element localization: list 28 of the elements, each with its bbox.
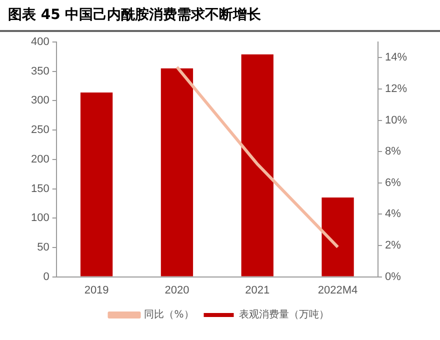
y-tick-label: 100 <box>30 212 50 224</box>
bar <box>160 68 194 276</box>
bar <box>80 92 113 276</box>
y2-tick-label: 4% <box>384 208 402 220</box>
y2-tick-label: 8% <box>384 146 402 158</box>
x-tick-label: 2022M4 <box>318 284 358 296</box>
bar <box>241 54 274 276</box>
y-tick-label: 350 <box>30 65 50 78</box>
y-tick-label: 50 <box>37 241 50 254</box>
y-tick-label: 0 <box>43 270 50 283</box>
y2-tick-label: 0% <box>384 270 402 283</box>
y2-tick-label: 10% <box>384 114 408 126</box>
y-tick-label: 250 <box>30 124 50 136</box>
y-tick-label: 150 <box>30 182 50 195</box>
y-tick-label: 200 <box>30 153 50 166</box>
chart-title: 图表 45 中国己内酰胺消费需求不断增长 <box>0 0 440 32</box>
legend-label: 表观消费量（万吨） <box>238 308 329 321</box>
bar <box>322 198 354 276</box>
x-tick-label: 2020 <box>164 284 190 296</box>
x-tick-label: 2021 <box>245 284 270 296</box>
legend-label: 同比（%） <box>144 308 194 321</box>
y2-tick-label: 14% <box>384 52 408 64</box>
x-tick-label: 2019 <box>84 284 109 296</box>
y2-tick-label: 12% <box>384 82 408 95</box>
y-tick-label: 400 <box>30 36 50 48</box>
y2-tick-label: 2% <box>384 240 402 252</box>
y2-tick-label: 6% <box>384 176 402 189</box>
y-tick-label: 300 <box>30 94 50 107</box>
